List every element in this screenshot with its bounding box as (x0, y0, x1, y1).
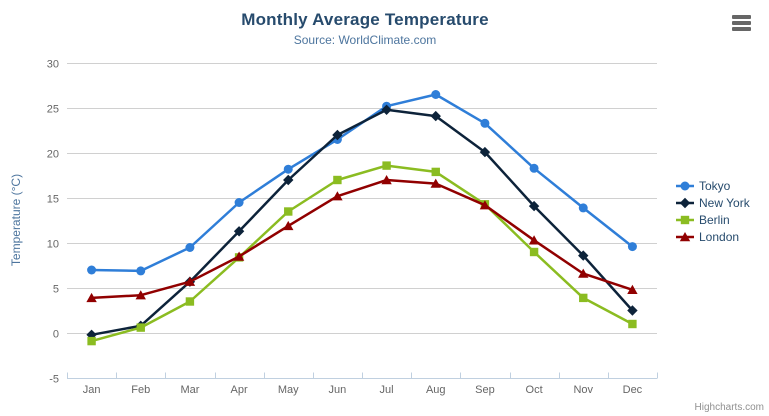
x-axis-tick-label: Nov (573, 384, 593, 396)
export-menu-button[interactable] (729, 13, 753, 35)
y-axis-tick-label: -5 (49, 374, 59, 386)
data-point-new-york-may[interactable] (283, 174, 294, 186)
series-new-york (86, 104, 638, 340)
data-point-new-york-nov[interactable] (578, 250, 589, 261)
data-point-tokyo-apr[interactable] (234, 198, 244, 207)
x-axis-tick-label: Feb (131, 384, 150, 396)
y-axis-tick-label: 0 (53, 329, 59, 341)
legend-marker-diamond-icon (676, 197, 694, 208)
credits-link[interactable]: Highcharts.com (694, 402, 764, 413)
legend-label: Tokyo (699, 178, 731, 193)
series-line-new-york (90, 108, 634, 337)
series-line-berlin (90, 164, 634, 343)
y-axis-tick-label: 10 (47, 239, 59, 251)
data-point-berlin-jan[interactable] (87, 336, 96, 346)
data-point-london-jul[interactable] (381, 175, 392, 185)
data-point-tokyo-mar[interactable] (185, 243, 195, 252)
data-point-new-york-oct[interactable] (528, 200, 540, 212)
data-point-london-oct[interactable] (528, 235, 540, 245)
data-point-berlin-nov[interactable] (579, 293, 588, 303)
x-axis-tick-label: Jun (329, 384, 347, 396)
y-axis-tick-label: 30 (47, 59, 59, 71)
y-axis-tick-label: 20 (47, 149, 59, 161)
data-point-berlin-mar[interactable] (185, 297, 195, 306)
data-point-new-york-jun[interactable] (332, 129, 343, 141)
data-point-london-dec[interactable] (627, 284, 638, 294)
y-axis-tick-label: 15 (47, 194, 59, 206)
data-point-berlin-jun[interactable] (333, 175, 342, 185)
legend-marker-square-icon (676, 215, 694, 224)
data-point-berlin-may[interactable] (284, 207, 293, 216)
legend-item-new-york[interactable]: New York (676, 194, 750, 211)
y-axis-tick-label: 25 (47, 104, 59, 116)
chart-title: Monthly Average Temperature (241, 10, 489, 29)
series-tokyo (87, 90, 637, 276)
data-point-tokyo-nov[interactable] (578, 203, 588, 213)
data-point-london-apr[interactable] (233, 251, 245, 261)
data-point-new-york-aug[interactable] (430, 110, 441, 122)
legend-item-tokyo[interactable]: Tokyo (676, 177, 750, 194)
data-point-london-sep[interactable] (479, 200, 491, 210)
data-point-berlin-oct[interactable] (529, 247, 539, 257)
data-point-berlin-dec[interactable] (628, 319, 637, 329)
data-point-berlin-aug[interactable] (431, 167, 440, 177)
x-axis-tick-label: Jan (83, 384, 101, 396)
x-axis-tick-label: May (278, 384, 299, 396)
legend-marker-triangle-icon (676, 231, 694, 241)
data-point-berlin-jul[interactable] (382, 161, 391, 170)
x-axis-tick-label: Oct (526, 384, 543, 396)
series-line-tokyo (90, 93, 634, 273)
data-point-london-feb[interactable] (135, 290, 146, 300)
data-point-tokyo-aug[interactable] (431, 90, 441, 99)
data-point-london-aug[interactable] (430, 178, 441, 188)
chart-subtitle: Source: WorldClimate.com (293, 33, 437, 47)
data-point-berlin-feb[interactable] (136, 323, 145, 332)
data-point-new-york-jul[interactable] (381, 104, 392, 115)
data-point-tokyo-feb[interactable] (136, 266, 146, 276)
hamburger-menu-icon (731, 15, 751, 31)
data-point-tokyo-oct[interactable] (529, 163, 539, 173)
x-axis-tick-label: Sep (475, 384, 495, 396)
x-axis-tick-label: Aug (426, 384, 446, 396)
legend: Tokyo New York Berlin London (676, 177, 750, 245)
x-axis-tick-label: Apr (231, 384, 248, 396)
series-line-london (90, 178, 634, 300)
data-point-tokyo-may[interactable] (283, 164, 293, 174)
data-point-new-york-sep[interactable] (479, 146, 491, 158)
data-point-new-york-dec[interactable] (627, 305, 638, 316)
data-point-tokyo-sep[interactable] (480, 118, 490, 128)
legend-item-london[interactable]: London (676, 228, 750, 245)
x-axis-tick-label: Dec (623, 384, 643, 396)
legend-label: Berlin (699, 212, 730, 227)
data-point-tokyo-jan[interactable] (87, 265, 97, 275)
y-axis-tick-label: 5 (53, 284, 59, 296)
data-point-london-nov[interactable] (578, 268, 589, 278)
x-axis-tick-label: Jul (380, 384, 394, 396)
data-point-london-jan[interactable] (86, 292, 97, 303)
x-axis-tick-label: Mar (180, 384, 199, 396)
legend-marker-circle-icon (676, 181, 694, 190)
legend-item-berlin[interactable]: Berlin (676, 211, 750, 228)
legend-label: London (699, 229, 740, 244)
legend-label: New York (699, 195, 750, 210)
data-point-london-jun[interactable] (332, 191, 343, 201)
data-point-new-york-apr[interactable] (233, 226, 245, 237)
data-point-london-mar[interactable] (184, 276, 196, 286)
data-point-tokyo-dec[interactable] (627, 242, 637, 252)
data-point-london-may[interactable] (283, 220, 294, 231)
series-london (86, 175, 638, 303)
